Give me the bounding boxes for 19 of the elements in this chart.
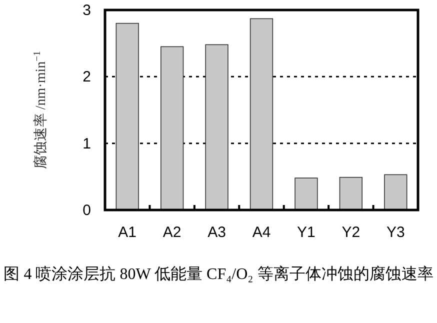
bar [160,46,184,210]
x-tick-label: A4 [252,224,271,241]
x-tick-label: Y2 [342,224,360,241]
y-tick-label: 2 [82,68,91,86]
x-tick-label: A3 [208,224,226,241]
caption: 图 4 喷涂涂层抗 80W 低能量 CF₄/O₂ 等离子体冲蚀的腐蚀速率 [2,264,434,285]
x-tick-label: A2 [162,224,182,241]
bar [339,176,363,210]
bar [205,44,228,210]
y-tick-label: 0 [82,202,91,219]
y-tick-label: 1 [82,135,91,152]
bar [250,18,274,210]
x-tick-label: Y3 [386,224,405,241]
x-tick-label: A1 [118,224,137,241]
bar [116,22,139,210]
bar [384,174,408,210]
x-tick-label: Y1 [297,224,316,241]
bar [294,178,318,210]
y-tick-label: 3 [82,2,91,19]
